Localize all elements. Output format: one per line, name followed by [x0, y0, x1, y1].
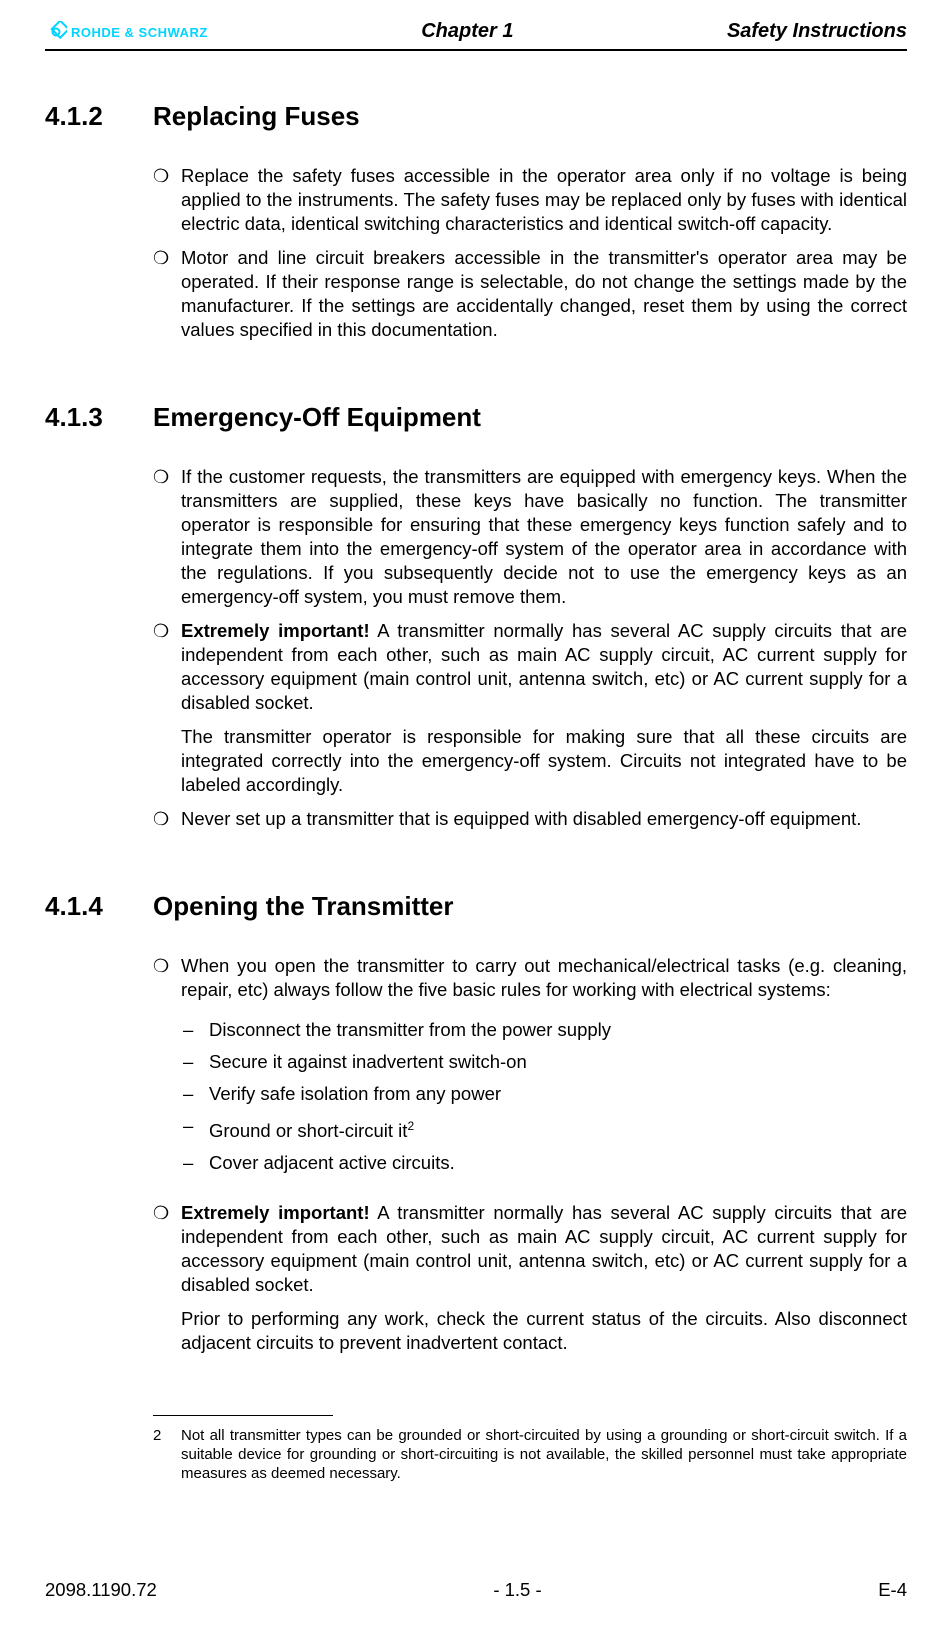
- page-content: 4.1.2 Replacing Fuses ❍ Replace the safe…: [45, 51, 907, 1483]
- brand-logo: ROHDE & SCHWARZ: [45, 21, 208, 43]
- bullet-icon: ❍: [153, 954, 181, 1191]
- bullet-text: Extremely important! A transmitter norma…: [181, 1201, 907, 1355]
- footnote-number: 2: [153, 1426, 181, 1483]
- bullet-text: If the customer requests, the transmitte…: [181, 465, 907, 609]
- footnote: 2 Not all transmitter types can be groun…: [45, 1426, 907, 1483]
- footer-right: E-4: [878, 1579, 907, 1601]
- sub-text: Disconnect the transmitter from the powe…: [209, 1018, 907, 1042]
- footnote-ref: 2: [407, 1119, 414, 1133]
- bullet-item: ❍ Never set up a transmitter that is equ…: [153, 807, 907, 831]
- bullet-item: ❍ Extremely important! A transmitter nor…: [153, 619, 907, 797]
- page-root: ROHDE & SCHWARZ Chapter 1 Safety Instruc…: [0, 0, 952, 1629]
- dash-icon: –: [181, 1018, 209, 1042]
- section-title: Opening the Transmitter: [153, 891, 454, 922]
- bullet-icon: ❍: [153, 465, 181, 609]
- sub-text: Cover adjacent active circuits.: [209, 1151, 907, 1175]
- bullet-icon: ❍: [153, 807, 181, 831]
- bullet-item: ❍ Extremely important! A transmitter nor…: [153, 1201, 907, 1355]
- bullet-list: ❍ When you open the transmitter to carry…: [45, 954, 907, 1355]
- bullet-text: Never set up a transmitter that is equip…: [181, 807, 907, 831]
- bullet-item: ❍ Motor and line circuit breakers access…: [153, 246, 907, 342]
- emphasis: Extremely important!: [181, 620, 370, 641]
- bullet-icon: ❍: [153, 164, 181, 236]
- logo-diamond-icon: [45, 21, 67, 43]
- bullet-text: Motor and line circuit breakers accessib…: [181, 246, 907, 342]
- page-footer: 2098.1190.72 - 1.5 - E-4: [45, 1579, 907, 1601]
- bullet-continuation: Prior to performing any work, check the …: [181, 1307, 907, 1355]
- footer-left: 2098.1190.72: [45, 1579, 157, 1601]
- bullet-list: ❍ Replace the safety fuses accessible in…: [45, 164, 907, 342]
- footnote-text: Not all transmitter types can be grounde…: [181, 1426, 907, 1483]
- bullet-icon: ❍: [153, 246, 181, 342]
- section-number: 4.1.2: [45, 101, 153, 132]
- section-emergency-off: 4.1.3 Emergency-Off Equipment ❍ If the c…: [45, 402, 907, 831]
- bullet-text: When you open the transmitter to carry o…: [181, 954, 907, 1191]
- bullet-continuation: The transmitter operator is responsible …: [181, 725, 907, 797]
- sub-item: – Secure it against inadvertent switch-o…: [181, 1050, 907, 1074]
- sub-list: – Disconnect the transmitter from the po…: [181, 1018, 907, 1175]
- section-replacing-fuses: 4.1.2 Replacing Fuses ❍ Replace the safe…: [45, 101, 907, 342]
- sub-item: – Ground or short-circuit it2: [181, 1114, 907, 1143]
- sub-item: – Cover adjacent active circuits.: [181, 1151, 907, 1175]
- bullet-text: Replace the safety fuses accessible in t…: [181, 164, 907, 236]
- sub-text: Ground or short-circuit it2: [209, 1114, 907, 1143]
- section-heading: 4.1.4 Opening the Transmitter: [45, 891, 907, 922]
- sub-item: – Verify safe isolation from any power: [181, 1082, 907, 1106]
- section-heading: 4.1.2 Replacing Fuses: [45, 101, 907, 132]
- sub-text: Secure it against inadvertent switch-on: [209, 1050, 907, 1074]
- bullet-icon: ❍: [153, 1201, 181, 1355]
- bullet-list: ❍ If the customer requests, the transmit…: [45, 465, 907, 831]
- dash-icon: –: [181, 1151, 209, 1175]
- section-number: 4.1.3: [45, 402, 153, 433]
- dash-icon: –: [181, 1050, 209, 1074]
- sub-item: – Disconnect the transmitter from the po…: [181, 1018, 907, 1042]
- header-section-title: Safety Instructions: [727, 20, 907, 43]
- footer-center: - 1.5 -: [493, 1579, 541, 1601]
- section-heading: 4.1.3 Emergency-Off Equipment: [45, 402, 907, 433]
- bullet-item: ❍ If the customer requests, the transmit…: [153, 465, 907, 609]
- dash-icon: –: [181, 1114, 209, 1143]
- sub-text: Verify safe isolation from any power: [209, 1082, 907, 1106]
- emphasis: Extremely important!: [181, 1202, 370, 1223]
- section-title: Emergency-Off Equipment: [153, 402, 481, 433]
- section-opening-transmitter: 4.1.4 Opening the Transmitter ❍ When you…: [45, 891, 907, 1355]
- bullet-text: Extremely important! A transmitter norma…: [181, 619, 907, 797]
- header-chapter: Chapter 1: [421, 20, 513, 43]
- bullet-item: ❍ When you open the transmitter to carry…: [153, 954, 907, 1191]
- bullet-item: ❍ Replace the safety fuses accessible in…: [153, 164, 907, 236]
- dash-icon: –: [181, 1082, 209, 1106]
- section-title: Replacing Fuses: [153, 101, 360, 132]
- page-header: ROHDE & SCHWARZ Chapter 1 Safety Instruc…: [45, 20, 907, 51]
- footnote-rule: [153, 1415, 333, 1416]
- sub-body: Ground or short-circuit it: [209, 1120, 407, 1141]
- bullet-icon: ❍: [153, 619, 181, 797]
- brand-text: ROHDE & SCHWARZ: [71, 25, 208, 40]
- bullet-body: When you open the transmitter to carry o…: [181, 955, 907, 1000]
- section-number: 4.1.4: [45, 891, 153, 922]
